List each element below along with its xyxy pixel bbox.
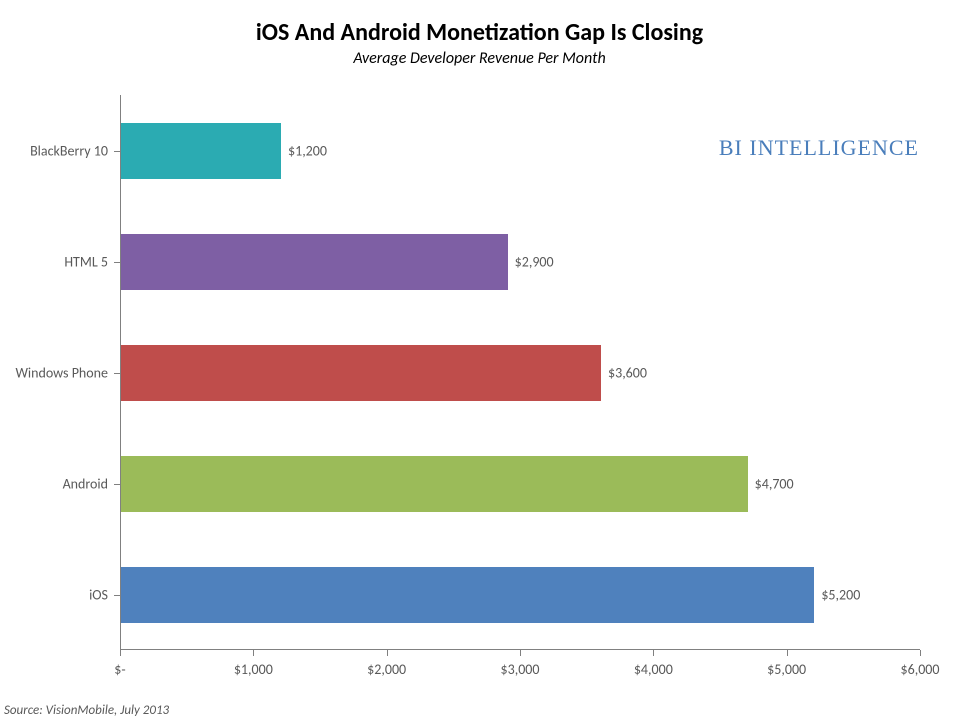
bar xyxy=(121,234,508,290)
bar xyxy=(121,567,814,623)
source-label: Source: VisionMobile, July 2013 xyxy=(4,703,169,718)
bar xyxy=(121,345,601,401)
chart-subtitle: Average Developer Revenue Per Month xyxy=(0,49,959,68)
x-tick-label: $5,000 xyxy=(767,661,806,678)
x-tick-label: $4,000 xyxy=(634,661,673,678)
x-tick xyxy=(387,650,388,656)
y-tick xyxy=(114,484,120,485)
bar xyxy=(121,456,748,512)
category-label: Windows Phone xyxy=(15,364,108,381)
chart-title: iOS And Android Monetization Gap Is Clos… xyxy=(0,0,959,47)
data-label: $5,200 xyxy=(821,586,860,603)
x-tick xyxy=(520,650,521,656)
category-label: BlackBerry 10 xyxy=(30,142,108,159)
y-tick xyxy=(114,262,120,263)
y-tick xyxy=(114,373,120,374)
x-tick-label: $- xyxy=(114,661,125,678)
chart-container: iOS And Android Monetization Gap Is Clos… xyxy=(0,0,959,722)
category-label: HTML 5 xyxy=(64,253,108,270)
x-tick xyxy=(920,650,921,656)
x-tick xyxy=(787,650,788,656)
x-tick-label: $6,000 xyxy=(901,661,940,678)
y-tick xyxy=(114,595,120,596)
data-label: $3,600 xyxy=(608,364,647,381)
x-tick-label: $2,000 xyxy=(367,661,406,678)
x-tick-label: $1,000 xyxy=(234,661,273,678)
x-tick xyxy=(120,650,121,656)
data-label: $2,900 xyxy=(515,253,554,270)
plot-area: $-$1,000$2,000$3,000$4,000$5,000$6,000Bl… xyxy=(120,95,920,650)
branding-label: BI INTELLIGENCE xyxy=(719,135,919,161)
data-label: $1,200 xyxy=(288,142,327,159)
data-label: $4,700 xyxy=(755,475,794,492)
bar xyxy=(121,123,281,179)
y-tick xyxy=(114,151,120,152)
x-tick xyxy=(653,650,654,656)
category-label: iOS xyxy=(89,586,108,603)
x-tick-label: $3,000 xyxy=(501,661,540,678)
category-label: Android xyxy=(63,475,108,492)
x-tick xyxy=(253,650,254,656)
